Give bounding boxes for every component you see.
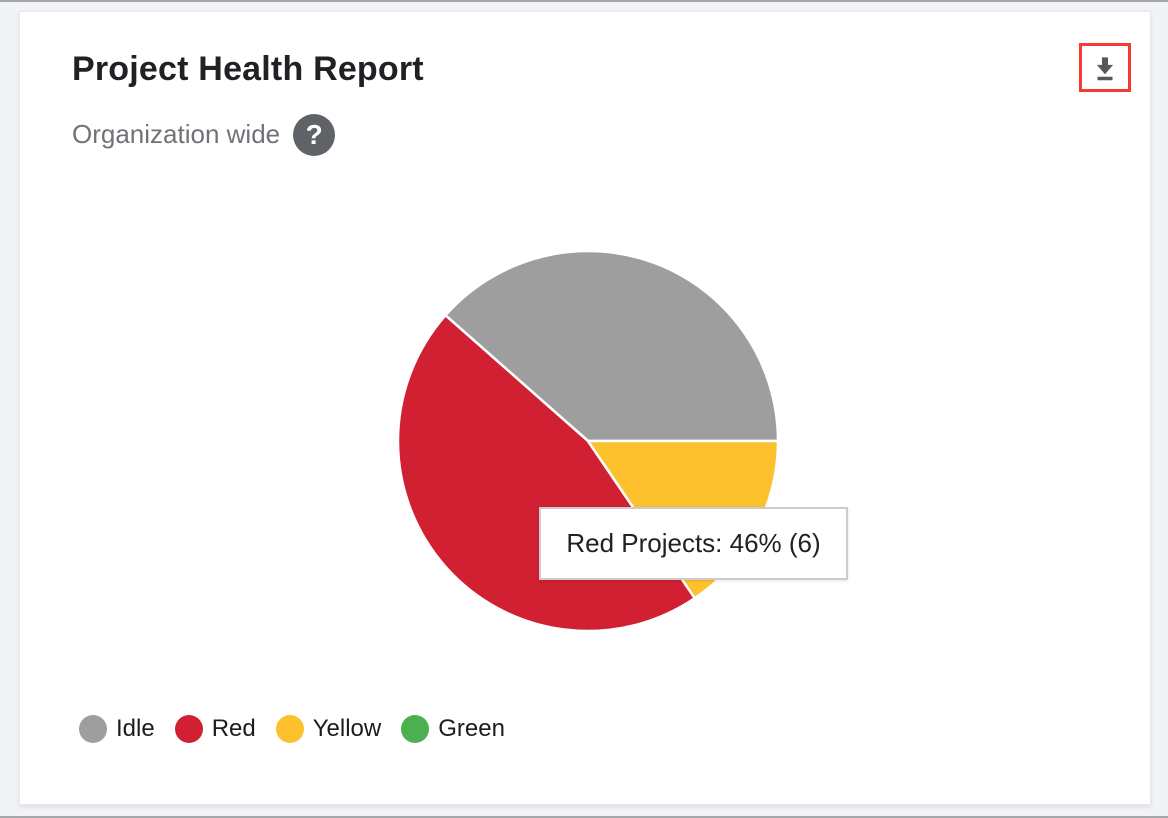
- legend-swatch-green: [401, 715, 430, 743]
- legend-swatch-idle: [79, 715, 107, 743]
- download-button[interactable]: [1079, 43, 1131, 92]
- legend-item-yellow: Yellow: [275, 715, 382, 743]
- page-title: Project Health Report: [72, 50, 424, 88]
- legend-label: Yellow: [312, 715, 382, 742]
- legend-swatch-yellow: [275, 715, 304, 743]
- download-icon: [1096, 56, 1114, 80]
- window-top-edge: [0, 0, 1168, 2]
- chart-subtitle: Organization wide: [72, 118, 281, 149]
- help-icon[interactable]: ?: [293, 114, 336, 156]
- legend-item-red: Red: [174, 715, 256, 743]
- subtitle-row: Organization wide ?: [72, 112, 336, 156]
- legend-item-idle: Idle: [79, 715, 155, 743]
- legend-label: Red: [211, 715, 256, 742]
- chart-tooltip: Red Projects: 46% (6): [539, 507, 848, 580]
- legend-label: Idle: [116, 715, 155, 742]
- pie-chart: [388, 241, 788, 641]
- project-health-report-card: Project Health Report Organization wide …: [19, 11, 1151, 805]
- pie-slice-idle[interactable]: [444, 249, 780, 443]
- chart-legend: Idle Red Yellow Green: [79, 715, 525, 743]
- window-bottom-edge: [0, 816, 1168, 818]
- legend-item-green: Green: [401, 715, 505, 743]
- legend-label: Green: [438, 715, 505, 742]
- legend-swatch-red: [174, 715, 203, 743]
